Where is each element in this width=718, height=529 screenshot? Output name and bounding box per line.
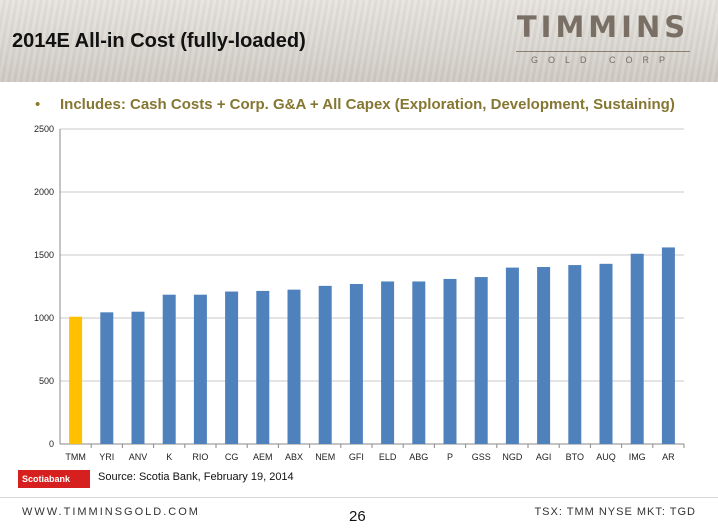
- logo-sub-text: GOLD CORP: [530, 55, 675, 65]
- bar-eld: [381, 281, 395, 444]
- bar-bto: [568, 265, 582, 444]
- bar-abg: [412, 281, 426, 444]
- bullet-dot: •: [35, 96, 41, 113]
- slide-title: 2014E All-in Cost (fully-loaded): [12, 30, 306, 52]
- y-tick-label: 2500: [34, 124, 54, 134]
- y-tick-label: 0: [49, 439, 54, 449]
- bar-gfi: [349, 283, 363, 444]
- bar-anv: [131, 311, 145, 444]
- x-tick-label: AUQ: [596, 452, 616, 462]
- x-tick-label: CG: [225, 452, 239, 462]
- x-tick-label: AR: [662, 452, 675, 462]
- bar-tmm: [69, 316, 83, 444]
- bar-nem: [318, 285, 332, 444]
- source-note: Source: Scotia Bank, February 19, 2014: [98, 471, 294, 483]
- x-tick-label: ANV: [129, 452, 148, 462]
- footer-url: WWW.TIMMINSGOLD.COM: [22, 506, 200, 518]
- x-tick-label: TMM: [65, 452, 86, 462]
- x-tick-label: AEM: [253, 452, 273, 462]
- x-tick-label: NEM: [315, 452, 335, 462]
- bar-gss: [474, 277, 488, 444]
- bar-k: [162, 294, 176, 444]
- bar-abx: [287, 289, 301, 444]
- y-tick-label: 1000: [34, 313, 54, 323]
- y-tick-label: 1500: [34, 250, 54, 260]
- header-banner: [0, 0, 718, 82]
- page-number: 26: [349, 508, 366, 525]
- x-tick-label: ABX: [285, 452, 303, 462]
- x-tick-label: K: [166, 452, 172, 462]
- x-tick-label: P: [447, 452, 453, 462]
- bar-ar: [661, 247, 675, 444]
- bar-img: [630, 253, 644, 444]
- x-tick-label: ELD: [379, 452, 397, 462]
- x-tick-label: GSS: [472, 452, 491, 462]
- bullet-text: Includes: Cash Costs + Corp. G&A + All C…: [60, 96, 675, 113]
- y-tick-label: 2000: [34, 187, 54, 197]
- x-tick-label: BTO: [566, 452, 584, 462]
- x-tick-label: AGI: [536, 452, 552, 462]
- timmins-logo: TIMMINS GOLD CORP: [508, 10, 698, 72]
- bar-p: [443, 278, 457, 444]
- bar-aem: [256, 290, 270, 444]
- logo-main-text: TIMMINS: [516, 10, 690, 44]
- bar-cg: [225, 291, 239, 444]
- all-in-cost-chart: 0 500 1000 1500 2000 2500 TMM YRI ANV K RIO CG AEM AB…: [34, 124, 685, 462]
- x-tick-label: ABG: [409, 452, 428, 462]
- footer-tickers: TSX: TMM NYSE MKT: TGD: [534, 506, 696, 518]
- x-tick-label: NGD: [502, 452, 523, 462]
- x-tick-label: YRI: [99, 452, 114, 462]
- x-tick-label: RIO: [192, 452, 208, 462]
- bar-yri: [100, 312, 114, 444]
- logo-rule: [516, 51, 690, 52]
- x-tick-label: GFI: [349, 452, 364, 462]
- bar-agi: [537, 266, 551, 444]
- footer-divider: [0, 497, 718, 498]
- x-tick-label: IMG: [629, 452, 646, 462]
- bar-auq: [599, 263, 613, 444]
- scotiabank-logo: Scotiabank: [18, 470, 90, 488]
- y-tick-label: 500: [39, 376, 54, 386]
- bar-rio: [193, 294, 207, 444]
- bar-ngd: [505, 267, 519, 444]
